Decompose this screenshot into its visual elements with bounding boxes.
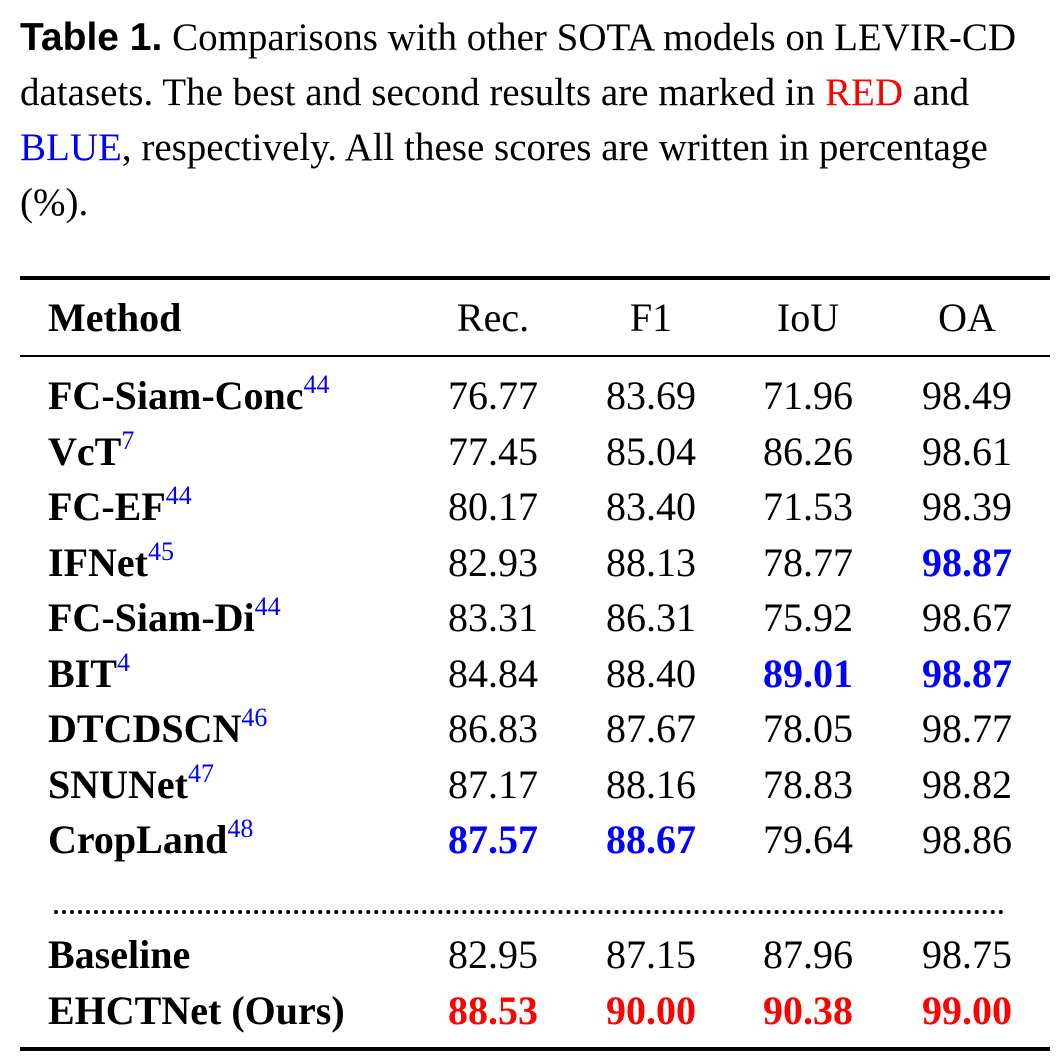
method-name: FC-Siam-Di — [48, 595, 255, 640]
caption-text: and — [903, 71, 970, 114]
value-cell: 87.57 — [448, 817, 538, 862]
caption-text: , respectively. All these scores are wri… — [20, 126, 988, 224]
value-cell: 87.17 — [448, 761, 538, 807]
header-cell: Rec. — [456, 295, 530, 340]
citation: 44 — [165, 481, 192, 510]
value-cell: 80.17 — [448, 484, 538, 529]
value-cell: 98.82 — [922, 761, 1012, 807]
caption-text: Comparisons with other SOTA models on LE… — [20, 16, 1017, 114]
value-cell: 99.00 — [922, 987, 1012, 1033]
value-cell: 88.53 — [448, 987, 538, 1033]
citation: 4 — [116, 647, 130, 677]
method-name: SNUNet — [48, 761, 188, 807]
method-cell: FC-EF44 — [48, 483, 192, 531]
citation: 46 — [241, 703, 268, 732]
method-name: Baseline — [48, 932, 191, 977]
value-cell: 90.00 — [606, 987, 696, 1033]
value-cell: 98.87 — [922, 650, 1012, 696]
value-cell: 71.53 — [763, 484, 853, 529]
value-cell: 84.84 — [448, 650, 538, 696]
method-cell: IFNet45 — [48, 536, 174, 587]
value-cell: 87.67 — [606, 706, 696, 751]
value-cell: 87.15 — [606, 932, 696, 977]
method-cell: SNUNet47 — [48, 758, 214, 809]
caption: Table 1. Comparisons with other SOTA mod… — [20, 10, 1055, 230]
method-name: BIT — [48, 650, 117, 696]
header-cell: F1 — [629, 295, 673, 340]
method-name: FC-Siam-Conc — [48, 373, 304, 418]
value-cell: 98.49 — [922, 373, 1012, 418]
value-cell: 98.61 — [922, 428, 1012, 474]
method-name: FC-EF — [48, 484, 166, 529]
value-cell: 71.96 — [763, 373, 853, 418]
citation: 7 — [121, 425, 135, 455]
value-cell: 98.67 — [922, 595, 1012, 640]
value-cell: 85.04 — [606, 428, 696, 474]
value-cell: 83.69 — [606, 373, 696, 418]
top-rule — [20, 276, 1050, 280]
value-cell: 82.93 — [448, 539, 538, 585]
value-cell: 90.38 — [763, 987, 853, 1033]
value-cell: 83.40 — [606, 484, 696, 529]
value-cell: 78.05 — [763, 706, 853, 751]
method-cell: EHCTNet (Ours) — [48, 987, 345, 1035]
value-cell: 98.77 — [922, 706, 1012, 751]
method-cell: DTCDSCN46 — [48, 705, 267, 753]
value-cell: 98.39 — [922, 484, 1012, 529]
value-cell: 98.86 — [922, 817, 1012, 862]
method-cell: BIT4 — [48, 647, 130, 698]
value-cell: 86.26 — [763, 428, 853, 474]
method-cell: CropLand48 — [48, 816, 253, 864]
citation: 44 — [254, 592, 281, 621]
value-cell: 75.92 — [763, 595, 853, 640]
value-cell: 78.83 — [763, 761, 853, 807]
value-cell: 88.67 — [606, 817, 696, 862]
caption-label: Table 1. — [20, 16, 163, 59]
value-cell: 98.75 — [922, 932, 1012, 977]
method-cell: FC-Siam-Di44 — [48, 594, 281, 642]
value-cell: 88.13 — [606, 539, 696, 585]
value-cell: 76.77 — [448, 373, 538, 418]
value-cell: 78.77 — [763, 539, 853, 585]
method-cell: VcT7 — [48, 425, 135, 476]
caption-best-word: RED — [825, 71, 904, 114]
method-name: VcT — [48, 428, 122, 474]
citation: 44 — [303, 370, 330, 399]
method-name: CropLand — [48, 817, 228, 862]
method-name: DTCDSCN — [48, 706, 242, 751]
citation: 47 — [187, 758, 214, 788]
value-cell: 77.45 — [448, 428, 538, 474]
bottom-rule — [20, 1047, 1050, 1051]
value-cell: 86.31 — [606, 595, 696, 640]
value-cell: 79.64 — [763, 817, 853, 862]
method-cell: Baseline — [48, 931, 190, 979]
value-cell: 88.16 — [606, 761, 696, 807]
citation: 45 — [147, 536, 174, 566]
value-cell: 89.01 — [763, 650, 853, 696]
method-cell: FC-Siam-Conc44 — [48, 372, 330, 420]
citation: 48 — [227, 814, 254, 843]
value-cell: 86.83 — [448, 706, 538, 751]
caption-second-word: BLUE — [20, 126, 122, 169]
value-cell: 82.95 — [448, 932, 538, 977]
value-cell: 83.31 — [448, 595, 538, 640]
value-cell: 87.96 — [763, 932, 853, 977]
header-cell: IoU — [776, 295, 840, 340]
value-cell: 98.87 — [922, 539, 1012, 585]
header-cell: OA — [938, 295, 996, 340]
value-cell: 88.40 — [606, 650, 696, 696]
method-name: IFNet — [48, 539, 148, 585]
header-cell: Method — [48, 295, 182, 340]
separator — [54, 910, 1004, 914]
method-name: EHCTNet (Ours) — [48, 987, 345, 1033]
mid-rule — [20, 355, 1050, 357]
